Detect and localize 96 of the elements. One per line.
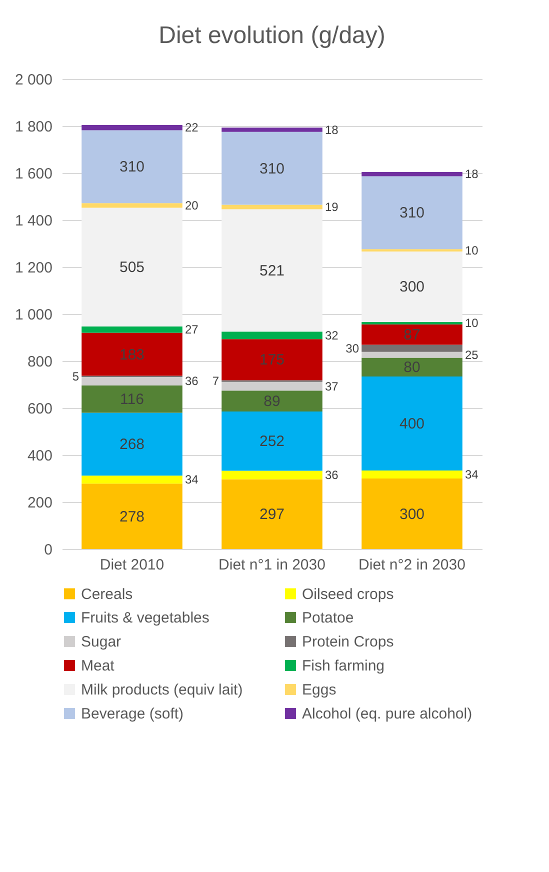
data-label: 521 [259,262,285,280]
bar [362,376,462,471]
bar [222,204,322,210]
bar [222,339,322,380]
legend-label: Protein Crops [302,634,394,650]
data-label: 34 [465,468,479,482]
bar [82,125,182,130]
legend-label: Milk products (equiv lait) [81,682,243,698]
bar [222,390,322,412]
data-label: 400 [399,416,425,433]
bar [362,324,462,345]
bar [222,332,322,340]
y-tick-label: 1 800 [14,118,52,136]
bar [222,132,322,205]
bar [82,208,182,326]
data-label: 18 [465,167,479,182]
data-label: 34 [185,472,199,487]
bar [82,385,182,413]
data-label: 10 [465,316,479,330]
bar [82,326,182,333]
bar [222,382,322,391]
data-label: 310 [119,158,145,176]
data-label: 310 [259,160,285,178]
y-tick-label: 400 [27,448,52,464]
bar [362,358,462,377]
data-label: 505 [119,259,145,276]
data-label: 5 [72,369,80,384]
data-label: 183 [119,346,145,364]
y-tick-label: 600 [27,400,52,418]
y-tick-label: 200 [27,494,52,512]
bar [362,172,462,176]
bar [362,344,462,352]
data-label: 36 [325,468,339,482]
data-label: 30 [346,341,360,356]
bar [222,209,322,332]
legend-label: Meat [81,658,116,674]
y-tick-label: 1 200 [14,260,52,276]
data-label: 18 [325,122,339,137]
data-label: 175 [259,352,285,369]
data-label: 300 [399,506,425,523]
data-label: 20 [185,198,199,212]
data-label: 19 [325,200,339,214]
data-label: 80 [404,359,420,376]
data-label: 116 [120,391,144,408]
data-label: 278 [119,508,145,526]
data-label: 268 [119,436,145,454]
x-tick-label: Diet n°2 in 2030 [358,556,466,574]
bar [82,203,182,208]
bar [362,478,462,549]
y-tick-label: 0 [44,542,52,558]
data-label: 37 [325,379,339,394]
data-label: 297 [259,506,285,524]
bar [362,322,462,324]
legend-label: Fish farming [302,658,385,674]
data-label: 252 [259,433,285,450]
bar [362,470,462,478]
data-label: 87 [404,326,420,344]
bar [362,251,462,322]
legend-label: Oilseed crops [302,586,394,603]
bar [222,479,322,549]
chart-title: Diet evolution (g/day) [158,22,386,49]
bar [222,128,322,132]
bar [82,130,182,204]
y-tick-label: 1 000 [14,306,52,324]
y-tick-label: 800 [27,354,52,370]
legend-label: Cereals [81,586,133,603]
data-label: 22 [185,120,199,135]
x-tick-label: Diet 2010 [100,556,164,574]
legend-label: Potatoe [302,610,354,626]
data-label: 7 [212,374,220,388]
data-label: 89 [264,393,280,410]
bar [82,376,182,386]
y-tick-label: 2 000 [14,72,52,88]
bar [82,476,182,484]
legend-label: Fruits & vegetables [81,610,210,626]
bar [222,412,322,471]
bar [82,332,182,376]
bar [362,352,462,358]
bar [222,470,322,480]
data-label: 32 [325,328,339,342]
data-label: 310 [399,204,425,222]
data-label: 36 [185,374,199,388]
y-tick-label: 1 400 [14,212,52,230]
legend-label: Eggs [302,682,336,698]
data-label: 300 [399,278,425,296]
y-tick-label: 1 600 [14,166,52,182]
bar [82,484,182,549]
data-label: 27 [185,322,199,337]
legend-label: Alcohol (eq. pure alcohol) [302,706,472,722]
legend-label: Sugar [81,634,122,650]
bar [362,176,462,250]
legend-label: Beverage (soft) [81,706,184,722]
data-label: 25 [465,348,479,362]
bar [82,412,182,476]
x-tick-label: Diet n°1 in 2030 [218,556,326,574]
data-label: 10 [465,243,479,258]
